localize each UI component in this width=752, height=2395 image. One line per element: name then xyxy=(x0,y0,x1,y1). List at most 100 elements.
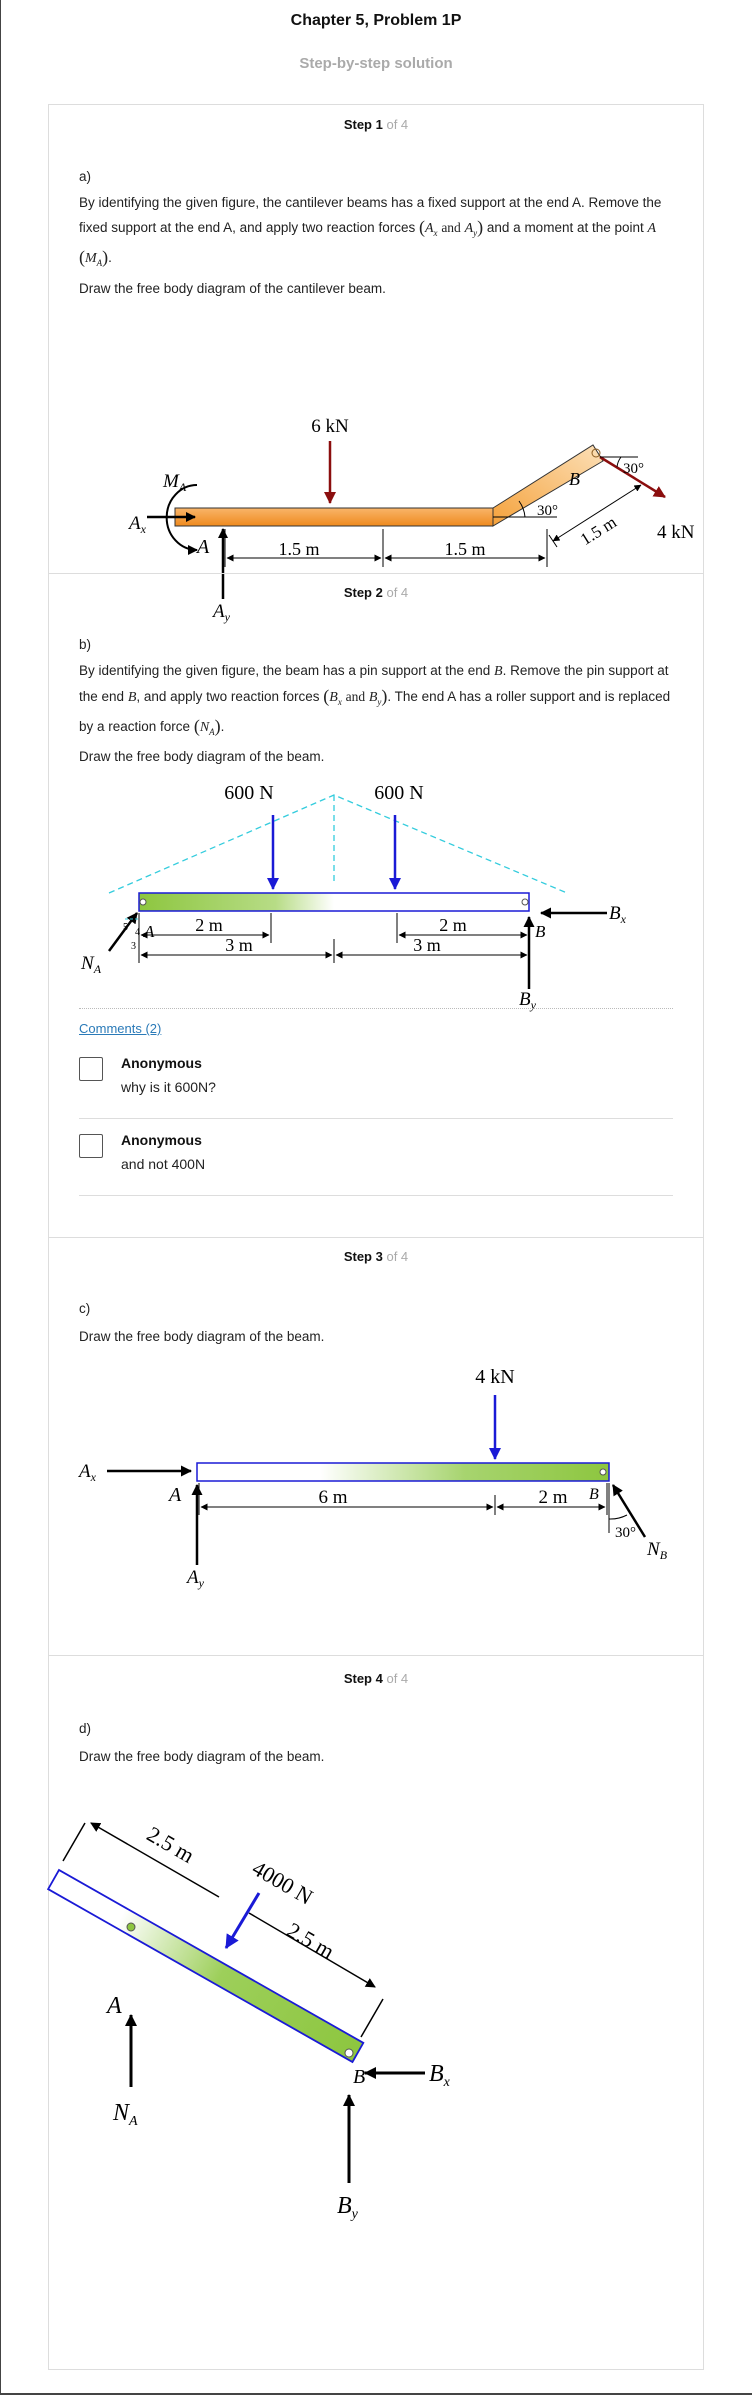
step-separator xyxy=(49,1655,703,1656)
force-label-ay: Ay xyxy=(211,601,231,624)
force-label-na-step-4: NA xyxy=(112,2100,138,2129)
step-4-label: Step 4 xyxy=(343,1671,383,1686)
dimension-label-2m-right: 2 m xyxy=(439,915,467,935)
dimension-label-6m: 6 m xyxy=(318,1487,347,1508)
step-3-of: of 4 xyxy=(386,1249,409,1264)
window-bottom-border xyxy=(0,2393,752,2395)
step-3-part: c) xyxy=(79,1301,91,1316)
step-separator xyxy=(49,1237,703,1238)
point-a-label-step-4: A xyxy=(105,1993,122,2019)
step-1-instruction: Draw the free body diagram of the cantil… xyxy=(79,281,386,296)
dimension-line-3 xyxy=(552,484,642,542)
pin-b-step-4 xyxy=(344,2048,354,2058)
comment-author[interactable]: Anonymous xyxy=(121,1132,202,1148)
pin-a-step-4 xyxy=(126,1922,136,1932)
cantilever-beam-horizontal xyxy=(174,507,494,527)
force-arrow-nb xyxy=(611,1484,647,1538)
pin-b xyxy=(591,448,601,458)
slope-label-4: 4 xyxy=(135,927,140,938)
inclined-beam-group xyxy=(46,1868,365,2064)
force-label-nb: NB xyxy=(646,1539,668,1562)
force-arrow-4kn xyxy=(599,455,666,499)
dimension-label-3: 1.5 m xyxy=(577,512,620,549)
dimension-label-3m-right: 3 m xyxy=(413,935,441,955)
roller-a xyxy=(139,898,147,906)
dimension-line-2.5m-right xyxy=(248,1912,376,1988)
step-3-instruction: Draw the free body diagram of the beam. xyxy=(79,1329,325,1344)
step-2-part: b) xyxy=(79,637,92,652)
step-4-of: of 4 xyxy=(386,1671,409,1686)
dimension-label-2m: 2 m xyxy=(538,1487,567,1508)
angle-label-bend: 30° xyxy=(537,503,558,519)
step-4-header: Step 4 of 4 xyxy=(49,1671,703,1686)
step-4-fbd-diagram: 2.5 m 2.5 m 4000 N A NA B Bx By xyxy=(46,1821,451,2222)
dimension-label-1: 1.5 m xyxy=(278,539,319,559)
load-label-4kn: 4 kN xyxy=(475,1366,514,1388)
cantilever-beam-inclined xyxy=(492,444,604,527)
solution-card: Step 1 of 4 a) By identifying the given … xyxy=(46,104,704,2370)
step-1-text: By identifying the given figure, the can… xyxy=(79,195,662,268)
point-a-label-step-2: A xyxy=(143,922,155,941)
comments-link[interactable]: Comments (2) xyxy=(79,1021,162,1036)
slope-label-5: 5 xyxy=(123,922,128,933)
slope-label-3: 3 xyxy=(131,941,136,952)
step-2-label: Step 2 xyxy=(343,585,383,600)
dimension-label-2.5m-left: 2.5 m xyxy=(143,1821,199,1868)
step-1-part: a) xyxy=(79,169,92,184)
load-label-600n-2: 600 N xyxy=(374,782,423,804)
step-4-part: d) xyxy=(79,1721,92,1736)
force-label-bx: Bx xyxy=(609,903,627,926)
step-3-header: Step 3 of 4 xyxy=(49,1249,703,1264)
moment-label-ma: MA xyxy=(162,471,187,494)
beam-step-2 xyxy=(138,892,530,912)
page-subtitle: Step-by-step solution xyxy=(299,55,453,72)
page-title: Chapter 5, Problem 1P xyxy=(290,12,462,29)
step-2-header: Step 2 of 4 xyxy=(49,585,703,600)
point-b-label-step-4: B xyxy=(353,2066,365,2088)
force-label-ay-step-3: Ay xyxy=(185,1567,205,1590)
pin-b-step-2 xyxy=(521,898,529,906)
force-label-ax-step-3: Ax xyxy=(77,1461,97,1484)
angle-label-b: 30° xyxy=(623,461,644,477)
step-1-fbd-diagram: 6 kN 4 kN 30° B 30° MA Ax A Ay 1.5 m 1.5… xyxy=(127,416,695,624)
beam-step-3 xyxy=(196,1462,610,1482)
comment-author[interactable]: Anonymous xyxy=(121,1055,202,1071)
step-1-text-main: By identifying the given figure, the can… xyxy=(79,195,662,235)
angle-arc-bend xyxy=(518,500,526,518)
dimension-line-2.5m-left xyxy=(90,1822,220,1898)
step-2-of: of 4 xyxy=(386,585,409,600)
comments-divider xyxy=(79,1008,673,1009)
step-2-text: By identifying the given figure, the bea… xyxy=(79,663,671,737)
dimension-label-2m-left: 2 m xyxy=(195,915,223,935)
step-separator xyxy=(49,573,703,574)
window-left-border xyxy=(0,0,1,2395)
comment-avatar xyxy=(79,1057,103,1081)
dimension-label-2: 1.5 m xyxy=(444,539,485,559)
step-1-of: of 4 xyxy=(386,117,409,132)
beam-step-4 xyxy=(46,1868,365,2064)
force-label-bx-step-4: Bx xyxy=(429,2061,451,2090)
force-label-by: By xyxy=(519,989,537,1012)
step-2-instruction: Draw the free body diagram of the beam. xyxy=(79,749,325,764)
angle-arc-nb xyxy=(608,1514,628,1520)
load-label-6kn: 6 kN xyxy=(311,416,349,437)
force-label-4kn: 4 kN xyxy=(657,522,695,543)
step-1-label: Step 1 xyxy=(343,117,383,132)
step-3-fbd-diagram: 4 kN Ax A Ay B NB 30° 6 m 2 m xyxy=(77,1366,668,1590)
force-label-ax: Ax xyxy=(127,513,147,536)
comment-avatar xyxy=(79,1134,103,1158)
point-a-label-step-3: A xyxy=(167,1484,182,1506)
dimension-label-2.5m-right: 2.5 m xyxy=(283,1917,339,1964)
comment-divider xyxy=(79,1195,673,1196)
roller-b xyxy=(599,1468,607,1476)
comment-item: Anonymous why is it 600N? xyxy=(79,1055,673,1103)
comment-body: why is it 600N? xyxy=(121,1079,216,1095)
step-2-fbd-diagram: 600 N 600 N Bx B By NA A 5 4 3 2 m 2 m 3… xyxy=(80,782,627,1012)
step-4-instruction: Draw the free body diagram of the beam. xyxy=(79,1749,325,1764)
step-3-label: Step 3 xyxy=(343,1249,383,1264)
point-b-label-step-3: B xyxy=(589,1486,599,1503)
point-a-label: A xyxy=(195,536,210,558)
point-b-label-step-2: B xyxy=(535,922,546,941)
angle-label-nb: 30° xyxy=(615,1525,636,1541)
comment-item: Anonymous and not 400N xyxy=(79,1132,673,1180)
